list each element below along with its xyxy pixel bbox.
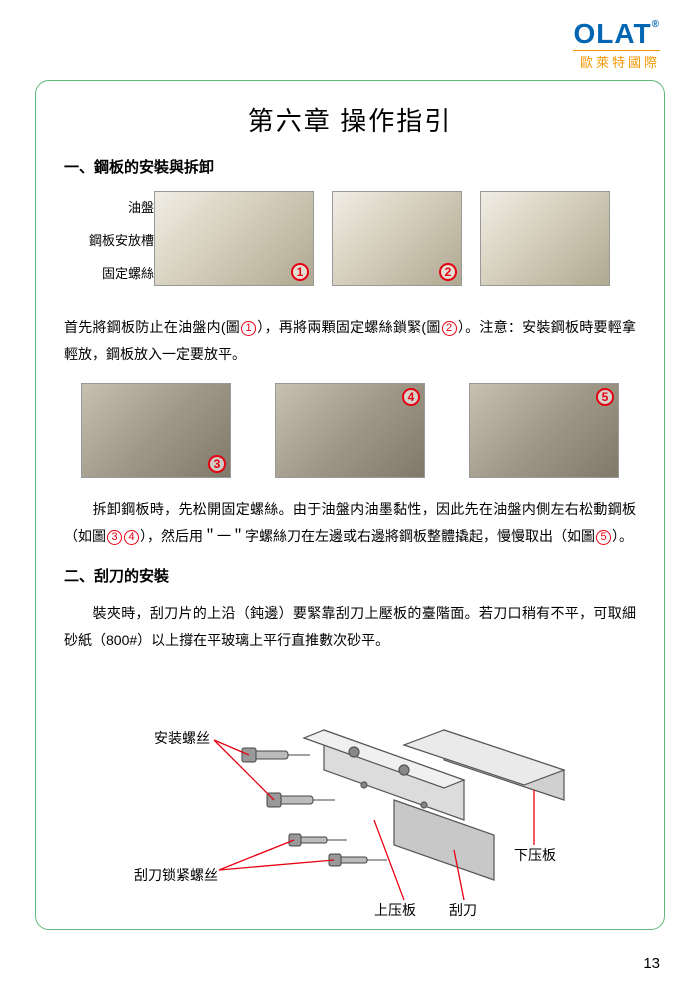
inline-4: 4	[124, 530, 139, 545]
p2c: ）。	[612, 528, 633, 544]
content-frame: 第六章 操作指引 一、鋼板的安裝與拆卸 油盤 鋼板安放槽 固定螺絲 1 2	[35, 80, 665, 930]
chapter-title: 第六章 操作指引	[64, 101, 636, 138]
logo-main-text: OLAT	[573, 18, 651, 49]
inline-1: 1	[241, 321, 256, 336]
photo-3: 3	[81, 383, 231, 478]
badge-1: 1	[291, 263, 309, 281]
p2b: ），然后用＂一＂字螺絲刀在左邊或右邊將鋼板整體撬起，慢慢取出（如圖	[140, 528, 595, 544]
photo-5: 5	[469, 383, 619, 478]
label-plate-slot: 鋼板安放槽	[64, 230, 154, 249]
badge-4: 4	[402, 388, 420, 406]
label-oil-tray: 油盤	[64, 197, 154, 216]
photo-row-2: 3 4 5	[74, 383, 626, 478]
section-1-title: 一、鋼板的安裝與拆卸	[64, 156, 636, 177]
photo-4: 4	[275, 383, 425, 478]
p1b: ），再將兩顆固定螺絲鎖緊(圖	[257, 319, 441, 335]
brand-logo: OLAT® 歐萊特國際	[573, 20, 660, 71]
row1-photos: 1 2	[154, 191, 610, 286]
diag-label-lock-screw: 刮刀锁紧螺丝	[134, 865, 218, 885]
badge-2: 2	[439, 263, 457, 281]
logo-subtitle: 歐萊特國際	[573, 50, 660, 71]
inline-3: 3	[107, 530, 122, 545]
logo-text: OLAT®	[573, 20, 660, 48]
diag-label-lower-plate: 下压板	[514, 845, 556, 865]
inline-5: 5	[596, 530, 611, 545]
para-3: 裝夾時，刮刀片的上沿（鈍邊）要緊靠刮刀上壓板的臺階面。若刀口稍有不平，可取細砂紙…	[64, 600, 636, 653]
badge-3: 3	[208, 455, 226, 473]
p1a: 首先將鋼板防止在油盤内(圖	[64, 319, 240, 335]
inline-2: 2	[442, 321, 457, 336]
logo-reg-mark: ®	[652, 19, 660, 30]
section-2-title: 二、刮刀的安裝	[64, 565, 636, 586]
page-number: 13	[643, 955, 660, 972]
diagram-svg	[64, 670, 634, 930]
photo-2b	[480, 191, 610, 286]
scraper-diagram: 安装螺丝 刮刀锁紧螺丝 上压板 刮刀 下压板	[64, 670, 636, 930]
para-2: 拆卸鋼板時，先松開固定螺絲。由于油盤内油墨黏性，因此先在油盤内側左右松動鋼板（如…	[64, 496, 636, 549]
photo-row-1: 油盤 鋼板安放槽 固定螺絲 1 2	[64, 191, 636, 296]
diag-label-install-screw: 安装螺丝	[154, 728, 210, 748]
diag-label-upper-plate: 上压板	[374, 900, 416, 920]
para-1: 首先將鋼板防止在油盤内(圖1），再將兩顆固定螺絲鎖緊(圖2）。注意：安裝鋼板時要…	[64, 314, 636, 367]
diag-label-scraper: 刮刀	[449, 900, 477, 920]
photo-2: 2	[332, 191, 462, 286]
label-fix-screw: 固定螺絲	[64, 263, 154, 282]
photo-1: 1	[154, 191, 314, 286]
photo1-labels: 油盤 鋼板安放槽 固定螺絲	[64, 191, 154, 296]
badge-5: 5	[596, 388, 614, 406]
